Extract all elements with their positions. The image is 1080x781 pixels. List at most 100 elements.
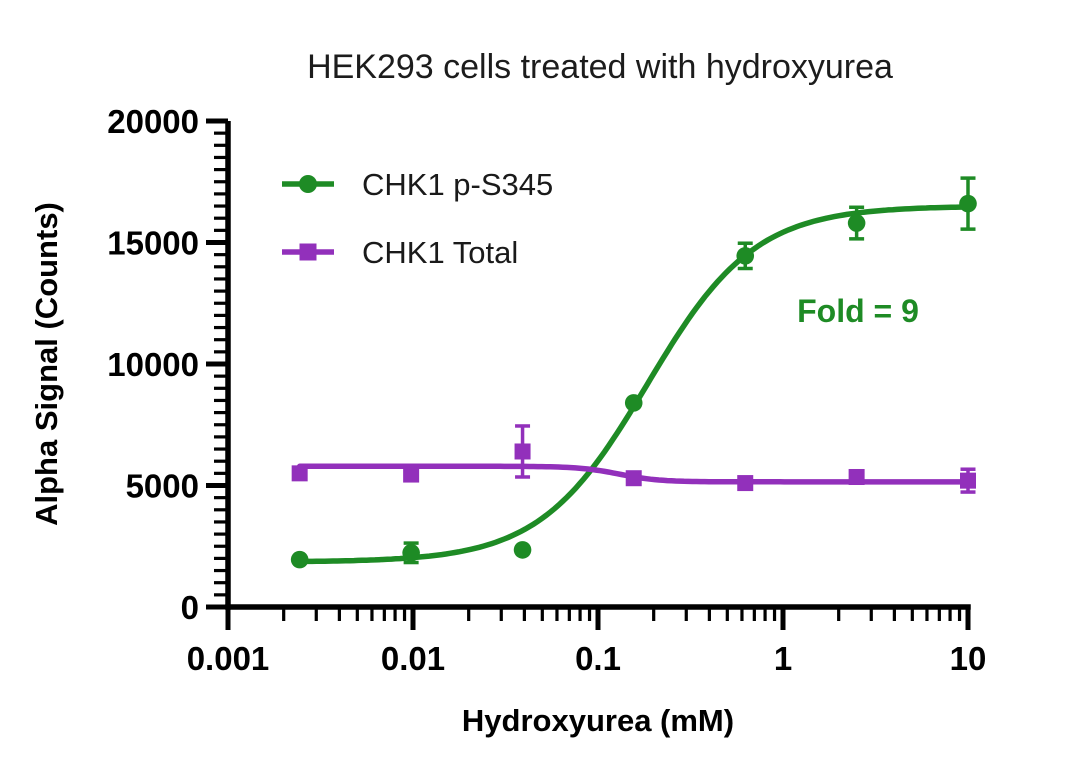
x-minor-tick (567, 607, 571, 621)
chart-generated-layer: 0 5000 10000 15000 20000 0.001 0.01 0.1 1 10 CHK1 … (107, 103, 986, 677)
y-minor-tick (214, 556, 228, 560)
legend-swatch-marker (299, 175, 317, 193)
y-axis-label: Alpha Signal (Counts) (29, 202, 64, 526)
y-minor-tick (214, 520, 228, 524)
x-minor-tick (355, 607, 359, 621)
x-tick-label: 10 (950, 640, 987, 677)
y-minor-tick (214, 168, 228, 172)
y-minor-tick (214, 131, 228, 135)
x-minor-tick (499, 607, 503, 621)
y-minor-tick (214, 374, 228, 378)
x-minor-tick (910, 607, 914, 621)
y-tick-label: 5000 (126, 468, 199, 505)
y-minor-tick (214, 447, 228, 451)
y-minor-tick (214, 593, 228, 597)
x-major-tick (410, 607, 416, 630)
x-minor-tick (707, 607, 711, 621)
y-minor-tick (214, 386, 228, 390)
y-major-tick (206, 483, 228, 488)
y-minor-tick (214, 423, 228, 427)
x-minor-tick (337, 607, 341, 621)
x-minor-tick (725, 607, 729, 621)
x-minor-tick (957, 607, 962, 621)
y-minor-tick (214, 253, 228, 257)
y-minor-tick (214, 143, 228, 147)
x-minor-tick (948, 607, 952, 621)
y-tick-label: 15000 (107, 225, 199, 262)
y-minor-tick (214, 325, 228, 330)
y-minor-tick (214, 192, 228, 196)
y-minor-tick (214, 338, 228, 342)
y-major-tick (206, 118, 228, 124)
x-minor-tick (578, 607, 582, 621)
y-minor-tick (214, 277, 228, 281)
y-major-tick (206, 240, 228, 245)
x-minor-tick (382, 607, 386, 621)
chart-title: HEK293 cells treated with hydroxyurea (307, 48, 893, 86)
x-major-tick (780, 607, 786, 630)
x-minor-tick (467, 607, 471, 621)
y-minor-tick (214, 568, 228, 573)
x-minor-tick (393, 607, 397, 621)
x-minor-tick (772, 607, 777, 621)
x-minor-tick (540, 607, 544, 621)
x-minor-tick (587, 607, 592, 621)
y-minor-tick (214, 398, 228, 403)
x-minor-tick (282, 607, 286, 621)
x-tick-label: 0.001 (187, 640, 270, 677)
y-minor-tick (214, 301, 228, 305)
legend-swatch-marker (299, 243, 317, 261)
y-minor-tick (214, 411, 228, 415)
x-tick-label: 0.1 (575, 640, 621, 677)
x-minor-tick (522, 607, 526, 621)
x-minor-tick (740, 607, 744, 621)
data-point (290, 550, 309, 569)
y-minor-tick (214, 350, 228, 354)
y-minor-tick (214, 471, 228, 475)
y-major-tick (206, 604, 228, 610)
y-minor-tick (214, 180, 228, 184)
y-minor-tick (214, 265, 228, 269)
x-major-tick (965, 607, 971, 630)
data-point (402, 544, 420, 562)
y-minor-tick (214, 459, 228, 463)
data-point (513, 541, 532, 559)
x-minor-tick (892, 607, 896, 621)
y-minor-tick (214, 155, 228, 160)
y-minor-tick (214, 581, 228, 585)
data-point (848, 468, 865, 485)
data-point (291, 465, 308, 482)
x-tick-label: 1 (774, 640, 792, 677)
x-minor-tick (684, 607, 688, 621)
y-minor-tick (214, 496, 228, 500)
y-minor-tick (214, 435, 228, 439)
x-minor-tick (837, 607, 841, 621)
data-point (403, 466, 420, 483)
y-minor-tick (214, 216, 228, 220)
x-minor-tick (402, 607, 407, 621)
data-point (624, 394, 643, 412)
x-minor-tick (763, 607, 767, 621)
x-major-tick (225, 607, 231, 630)
x-minor-tick (652, 607, 656, 621)
x-minor-tick (752, 607, 756, 621)
x-minor-tick (937, 607, 941, 621)
y-minor-tick (214, 532, 228, 536)
data-point (736, 247, 755, 265)
legend-label: CHK1 Total (362, 235, 518, 270)
legend-label: CHK1 p-S345 (362, 167, 553, 202)
data-point (847, 214, 866, 232)
y-tick-label: 0 (181, 589, 199, 626)
x-major-tick (595, 607, 601, 630)
x-minor-tick (314, 607, 318, 621)
y-minor-tick (214, 228, 228, 232)
data-point (959, 194, 977, 213)
x-axis-label: Hydroxyurea (mM) (462, 703, 734, 738)
x-tick-label: 0.01 (381, 640, 445, 677)
y-tick-label: 10000 (107, 346, 199, 383)
data-point (737, 475, 754, 492)
y-minor-tick (214, 508, 228, 512)
x-minor-tick (370, 607, 374, 621)
